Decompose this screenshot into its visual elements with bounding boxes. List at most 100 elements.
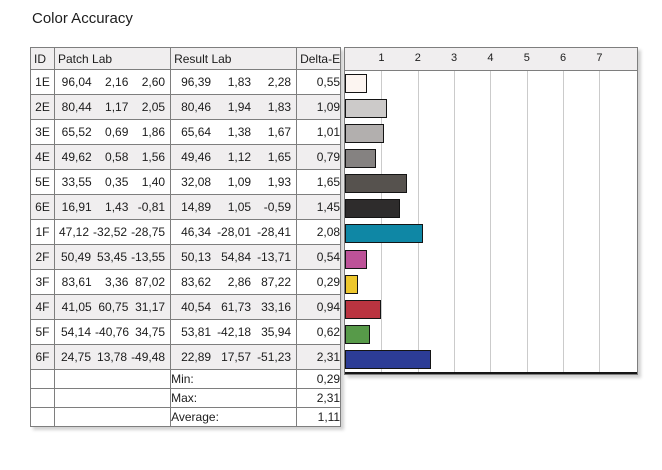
- chart-lane: [345, 146, 637, 171]
- lab-value: 1,86: [141, 125, 166, 139]
- lab-value: 2,60: [141, 75, 166, 89]
- lab-value: 83,62: [181, 275, 212, 289]
- lab-value: -28,75: [131, 225, 166, 239]
- chart-plot-area: [345, 71, 638, 374]
- lab-value: 65,52: [61, 125, 92, 139]
- lab-value: -13,71: [257, 250, 292, 264]
- summary-label: Max:: [170, 388, 298, 408]
- delta-e-bar: [345, 349, 432, 369]
- lab-value: 2,86: [227, 275, 252, 289]
- result-lab-cell: 50,13 54,84 -13,71: [170, 244, 298, 270]
- report-body: ID Patch Lab Result Lab Delta-E 1E 96,04 2…: [30, 47, 662, 427]
- delta-e-cell: 1,01: [296, 119, 342, 145]
- lab-value: 2,28: [267, 75, 292, 89]
- patch-id-cell: 1F: [30, 219, 55, 245]
- table-row: 6F 24,75 13,78 -49,48 22,89 17,57 -51,23 2,31: [30, 344, 342, 370]
- lab-value: 31,17: [135, 300, 166, 314]
- lab-value: -42,18: [217, 325, 252, 339]
- lab-value: 0,35: [105, 175, 129, 189]
- lab-value: 0,58: [105, 150, 129, 164]
- chart-lane: [345, 171, 637, 196]
- lab-value: 41,05: [61, 300, 92, 314]
- patch-lab-cell: 47,12 -32,52 -28,75: [53, 219, 172, 245]
- table-row: 4F 41,05 60,75 31,17 40,54 61,73 33,16 0,94: [30, 294, 342, 320]
- lab-value: 0,69: [105, 125, 129, 139]
- lab-value: 1,93: [267, 175, 292, 189]
- empty-cell: [53, 388, 172, 408]
- lab-value: 1,83: [227, 75, 252, 89]
- result-lab-cell: 22,89 17,57 -51,23: [170, 344, 298, 370]
- result-lab-cell: 46,34 -28,01 -28,41: [170, 219, 298, 245]
- lab-value: -0,59: [263, 200, 292, 214]
- page-title: Color Accuracy: [32, 10, 133, 27]
- gridline: [417, 71, 419, 372]
- lab-value: 17,57: [221, 350, 252, 364]
- summary-row: Average: 1,11: [30, 407, 342, 427]
- gridline: [381, 71, 383, 372]
- lab-value: 54,84: [221, 250, 252, 264]
- delta-e-bar: [345, 74, 368, 93]
- chart-lane: [345, 121, 637, 146]
- empty-cell: [53, 407, 172, 427]
- table-row: 1F 47,12 -32,52 -28,75 46,34 -28,01 -28,41 2,08: [30, 219, 342, 245]
- lab-value: 1,94: [227, 100, 252, 114]
- lab-value: 1,43: [105, 200, 129, 214]
- patch-lab-cell: 16,91 1,43 -0,81: [53, 194, 172, 220]
- col-header-delta-e: Delta-E: [296, 47, 342, 70]
- table-row: 5F 54,14 -40,76 34,75 53,81 -42,18 35,94 0,62: [30, 319, 342, 345]
- lab-value: 1,09: [227, 175, 252, 189]
- delta-e-bar: [345, 174, 408, 194]
- lab-value: 83,61: [61, 275, 92, 289]
- chart-lane: [345, 247, 637, 272]
- patch-id-cell: 3E: [30, 119, 55, 145]
- lab-value: 32,08: [181, 175, 212, 189]
- lab-value: -0,81: [137, 200, 166, 214]
- table-header-row: ID Patch Lab Result Lab Delta-E: [30, 47, 342, 70]
- delta-e-bar: [345, 149, 376, 169]
- axis-tick-label: 6: [560, 52, 567, 64]
- result-lab-cell: 53,81 -42,18 35,94: [170, 319, 298, 345]
- result-lab-cell: 14,89 1,05 -0,59: [170, 194, 298, 220]
- patch-lab-cell: 54,14 -40,76 34,75: [53, 319, 172, 345]
- lab-value: 61,73: [221, 300, 252, 314]
- color-accuracy-table: ID Patch Lab Result Lab Delta-E 1E 96,04 2…: [30, 47, 342, 427]
- lab-value: 47,12: [59, 225, 90, 239]
- gridline: [599, 71, 601, 372]
- lab-value: 87,02: [135, 275, 166, 289]
- lab-value: -28,01: [217, 225, 252, 239]
- lab-value: 49,46: [181, 150, 212, 164]
- delta-e-bar: [345, 324, 370, 344]
- delta-e-cell: 0,29: [296, 269, 342, 295]
- patch-id-cell: 2F: [30, 244, 55, 270]
- lab-value: 96,39: [181, 75, 212, 89]
- delta-e-cell: 0,55: [296, 69, 342, 95]
- delta-e-cell: 0,54: [296, 244, 342, 270]
- delta-e-cell: 0,79: [296, 144, 342, 170]
- delta-e-cell: 1,65: [296, 169, 342, 195]
- lab-value: 33,16: [261, 300, 292, 314]
- lab-value: 1,40: [141, 175, 166, 189]
- chart-lane: [345, 196, 637, 221]
- lab-value: -32,52: [93, 225, 128, 239]
- empty-cell: [30, 388, 55, 408]
- axis-tick-label: 1: [378, 52, 385, 64]
- lab-value: 53,81: [181, 325, 212, 339]
- table-row: 3E 65,52 0,69 1,86 65,64 1,38 1,67 1,01: [30, 119, 342, 145]
- delta-e-cell: 0,94: [296, 294, 342, 320]
- delta-e-cell: 2,08: [296, 219, 342, 245]
- gridline: [526, 71, 528, 372]
- delta-e-cell: 1,09: [296, 94, 342, 120]
- table-row: 2F 50,49 53,45 -13,55 50,13 54,84 -13,71 0,54: [30, 244, 342, 270]
- patch-lab-cell: 49,62 0,58 1,56: [53, 144, 172, 170]
- chart-lane: [345, 96, 637, 121]
- axis-tick-label: 4: [487, 52, 494, 64]
- summary-label: Average:: [170, 407, 298, 427]
- result-lab-cell: 32,08 1,09 1,93: [170, 169, 298, 195]
- summary-label: Min:: [170, 369, 298, 389]
- patch-lab-cell: 50,49 53,45 -13,55: [53, 244, 172, 270]
- patch-id-cell: 4F: [30, 294, 55, 320]
- lab-value: -13,55: [131, 250, 166, 264]
- lab-value: 14,89: [181, 200, 212, 214]
- table-row: 4E 49,62 0,58 1,56 49,46 1,12 1,65 0,79: [30, 144, 342, 170]
- lab-value: 34,75: [135, 325, 166, 339]
